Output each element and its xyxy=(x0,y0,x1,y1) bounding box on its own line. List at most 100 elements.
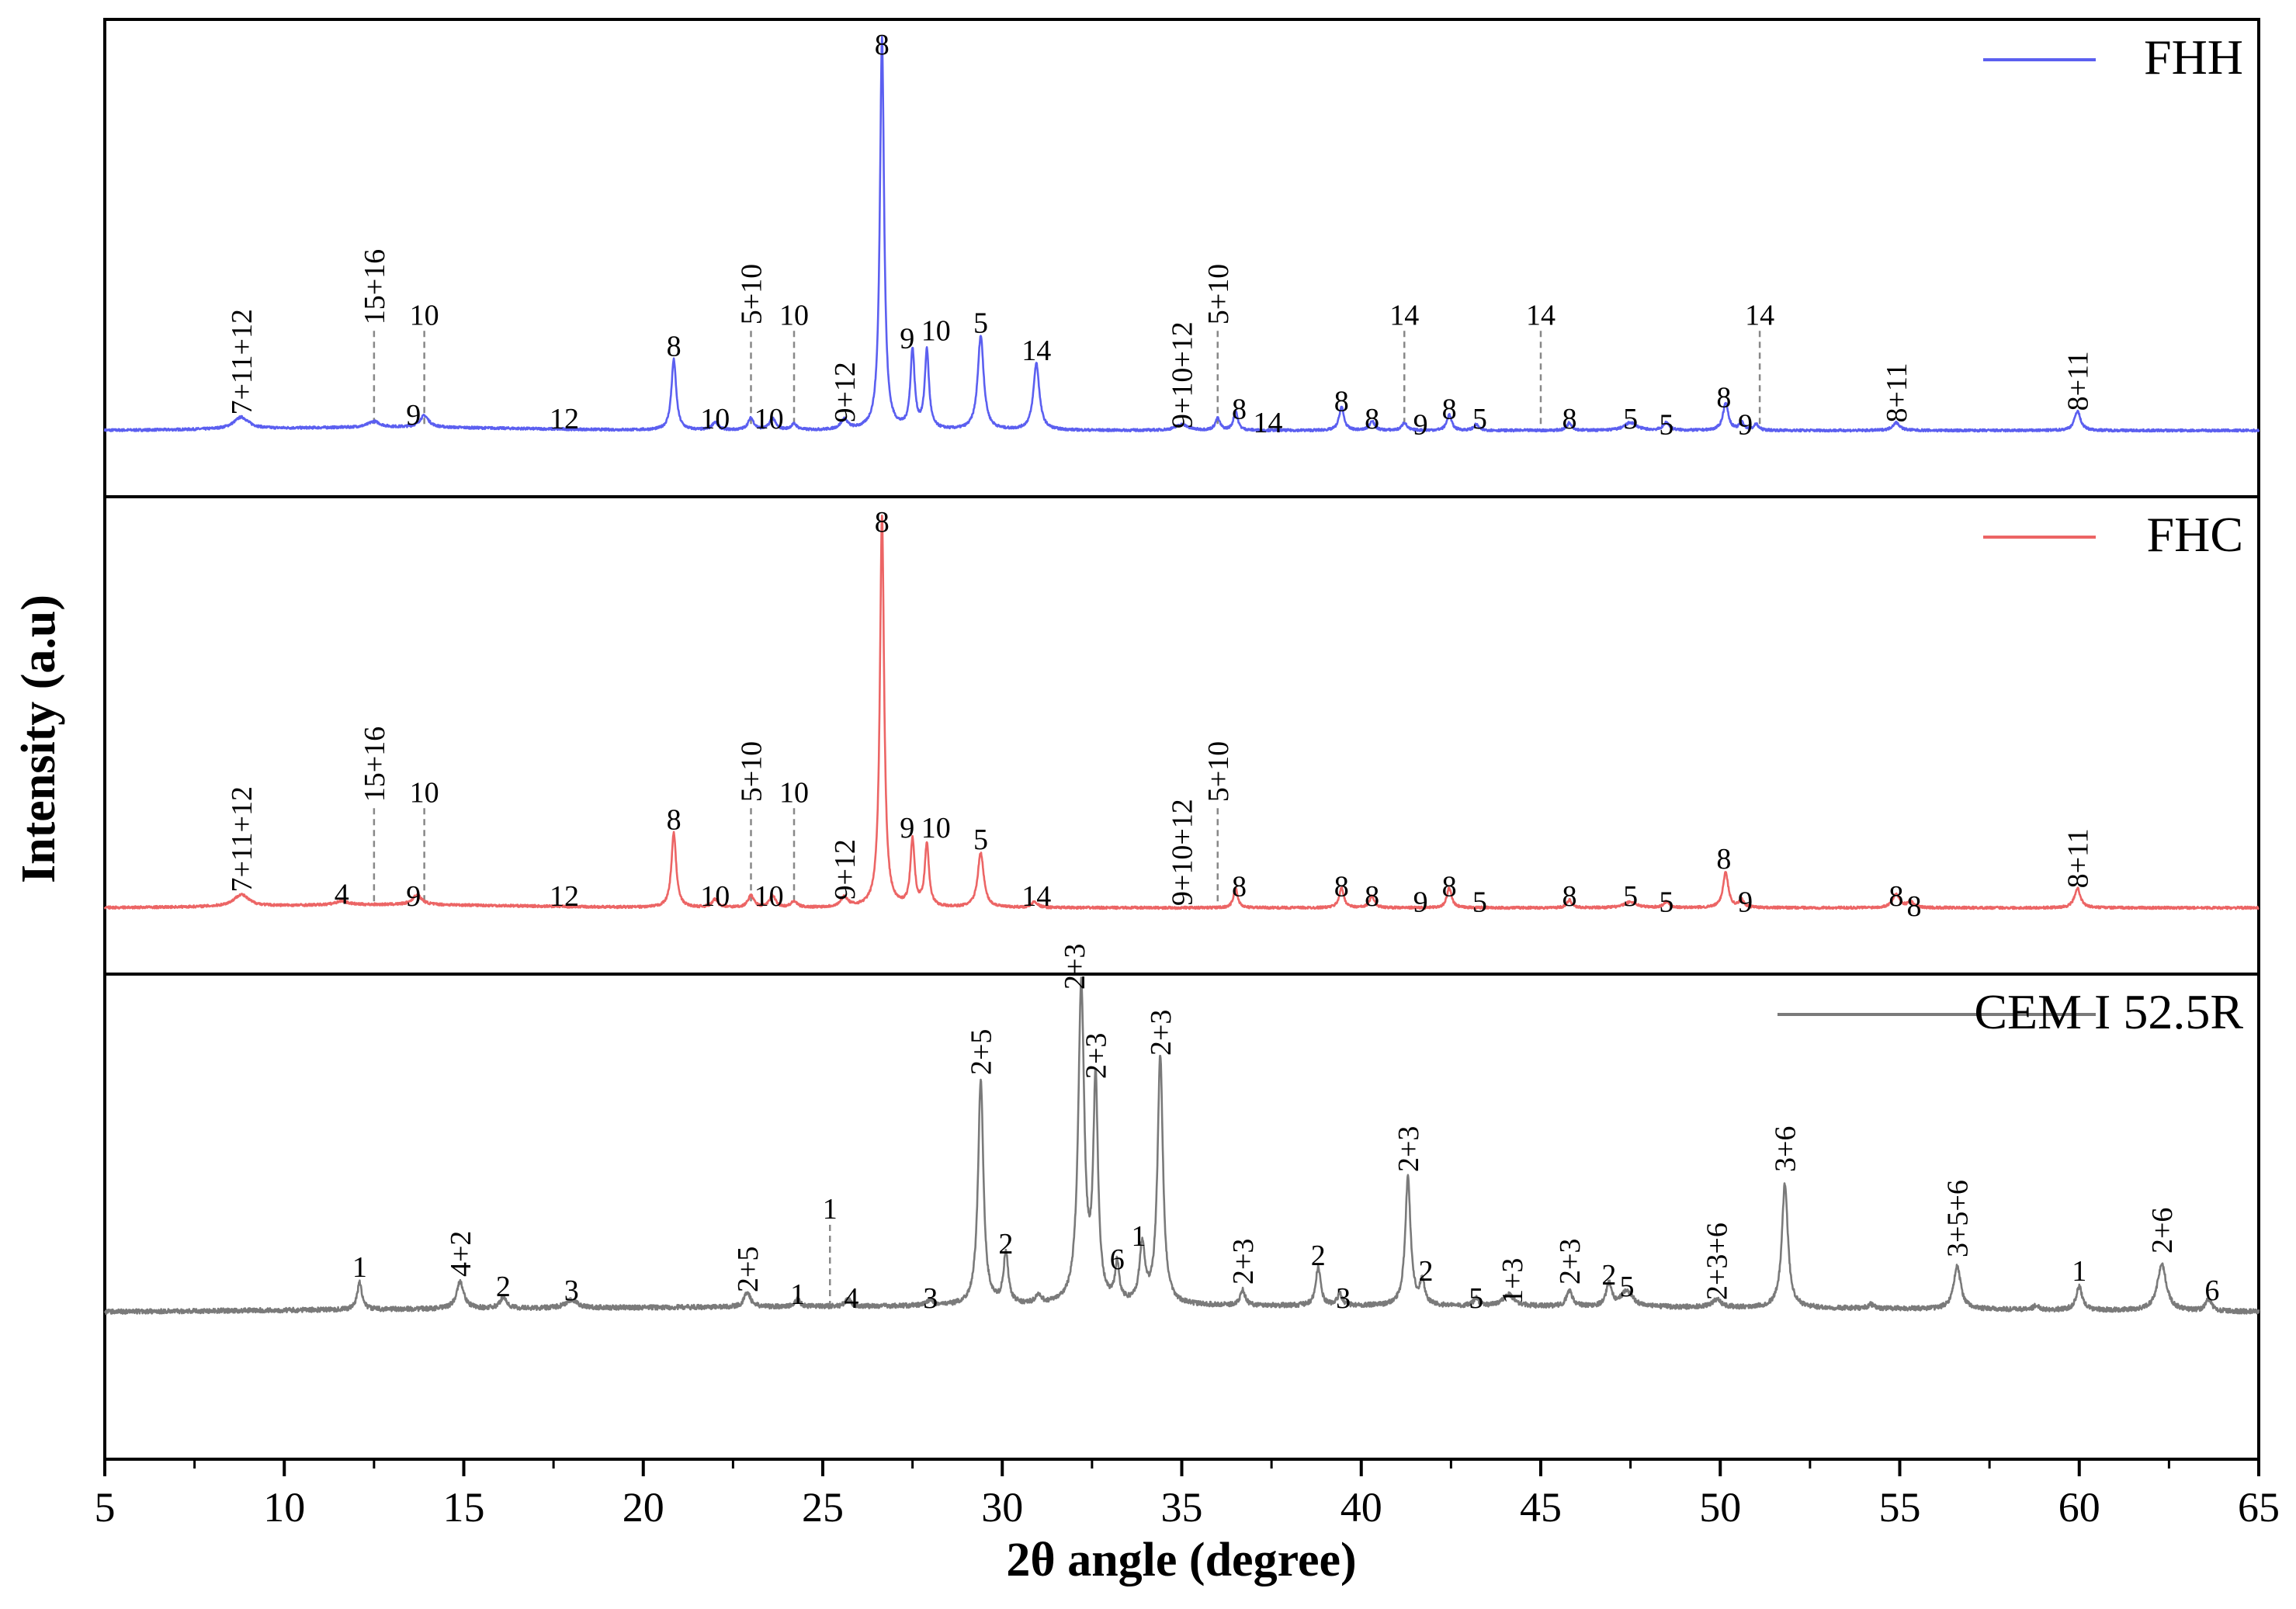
peak-label: 12 xyxy=(550,403,579,435)
peak-label: 12 xyxy=(550,880,579,913)
x-tick-label-65: 65 xyxy=(2238,1484,2280,1531)
peak-label: 5 xyxy=(1469,1282,1483,1315)
peak-label: 10 xyxy=(779,299,809,331)
peak-label: 8 xyxy=(1716,843,1731,876)
peak-label: 14 xyxy=(1021,880,1051,913)
x-tick-label-60: 60 xyxy=(2058,1484,2100,1531)
legend-label-1: FHC xyxy=(2147,507,2244,562)
peak-label: 9 xyxy=(1413,409,1428,442)
peak-label: 8 xyxy=(1232,394,1247,426)
peak-label: 8 xyxy=(1888,880,1903,913)
x-tick-label-25: 25 xyxy=(802,1484,844,1531)
peak-label: 2+3 xyxy=(1145,1010,1177,1056)
peak-label: 1+3 xyxy=(1497,1258,1529,1304)
peak-label: 14 xyxy=(1526,299,1556,331)
peak-label: 14 xyxy=(1389,299,1419,331)
peak-label: 2+5 xyxy=(966,1029,998,1075)
peak-label: 8 xyxy=(875,506,890,539)
x-tick-label-20: 20 xyxy=(623,1484,664,1531)
x-tick-label-50: 50 xyxy=(1699,1484,1741,1531)
peak-label: 2 xyxy=(1311,1240,1326,1272)
peak-label: 8 xyxy=(875,29,890,61)
peak-label: 9 xyxy=(406,399,421,432)
peak-label: 5 xyxy=(1472,886,1487,919)
peak-label: 5 xyxy=(1659,886,1673,919)
peak-label: 5 xyxy=(973,824,988,856)
peak-label: 8 xyxy=(667,804,682,837)
peak-label: 14 xyxy=(1021,335,1051,367)
peak-label: 15+16 xyxy=(359,249,391,324)
peak-label: 8 xyxy=(1442,394,1457,426)
legend-label-2: CEM I 52.5R xyxy=(1974,984,2243,1039)
peak-label: 1 xyxy=(823,1193,838,1226)
plot-frame xyxy=(103,18,2260,1461)
peak-label: 4+2 xyxy=(445,1231,477,1277)
peak-label: 1 xyxy=(2072,1255,2086,1288)
peak-label: 5 xyxy=(1659,409,1673,442)
peak-label: 8 xyxy=(1562,880,1577,913)
peak-label: 14 xyxy=(1254,407,1283,439)
peak-label: 9+10+12 xyxy=(1167,799,1199,906)
peak-label: 8+11 xyxy=(2062,828,2094,888)
peak-label: 8 xyxy=(1365,880,1379,913)
peak-label: 5+10 xyxy=(736,264,768,324)
peak-label: 5 xyxy=(1472,403,1487,435)
peak-label: 8 xyxy=(1562,403,1577,435)
peak-label: 2 xyxy=(1601,1259,1616,1292)
peak-label: 8 xyxy=(1232,871,1247,903)
peak-label: 5 xyxy=(1623,403,1638,435)
peak-label: 3+5+6 xyxy=(1942,1180,1975,1257)
peak-label: 3+6 xyxy=(1770,1126,1802,1172)
peak-label: 1 xyxy=(352,1251,367,1284)
peak-label: 10 xyxy=(754,403,784,435)
peak-label: 2+3+6 xyxy=(1701,1222,1734,1300)
x-axis-title: 2θ angle (degree) xyxy=(1006,1534,1356,1586)
peak-label: 10 xyxy=(700,403,730,435)
peak-label: 3 xyxy=(1336,1282,1351,1315)
peak-label: 10 xyxy=(410,299,439,331)
peak-label: 2+3 xyxy=(1393,1126,1425,1172)
peak-label: 15+16 xyxy=(359,726,391,802)
x-tick-label-15: 15 xyxy=(443,1484,485,1531)
peak-label: 10 xyxy=(921,315,951,348)
peak-label: 3 xyxy=(923,1282,938,1315)
peak-label: 10 xyxy=(700,880,730,913)
peak-label: 10 xyxy=(410,776,439,809)
x-tick-label-10: 10 xyxy=(263,1484,305,1531)
peak-label: 7+11+12 xyxy=(226,309,258,414)
peak-label: 10 xyxy=(754,880,784,913)
peak-label: 10 xyxy=(921,812,951,844)
x-tick-label-5: 5 xyxy=(95,1484,116,1531)
peak-label: 9 xyxy=(1738,409,1753,442)
peak-label: 9 xyxy=(1413,886,1428,919)
series-line-fhc xyxy=(103,515,2260,910)
x-tick-label-40: 40 xyxy=(1340,1484,1382,1531)
series-line-fhh xyxy=(103,36,2260,433)
peak-label: 8 xyxy=(1907,890,1922,923)
x-tick-label-35: 35 xyxy=(1161,1484,1203,1531)
peak-label: 8+11 xyxy=(2062,351,2094,411)
peak-label: 6 xyxy=(1110,1243,1125,1276)
x-tick-label-30: 30 xyxy=(981,1484,1023,1531)
peak-label: 6 xyxy=(2204,1274,2219,1307)
peak-label: 2+3 xyxy=(1059,944,1091,990)
peak-label: 8 xyxy=(1334,871,1349,903)
peak-label: 5+10 xyxy=(1202,741,1235,802)
peak-label: 2 xyxy=(998,1228,1013,1260)
peak-label: 9 xyxy=(900,812,914,844)
peak-label: 4 xyxy=(335,879,349,911)
peak-label: 9 xyxy=(406,880,421,913)
peak-label: 2 xyxy=(496,1271,511,1303)
peak-label: 1 xyxy=(1132,1220,1146,1253)
peak-label: 5+10 xyxy=(736,741,768,802)
peak-label: 8 xyxy=(1365,403,1379,435)
peak-label: 8 xyxy=(1334,385,1349,418)
peak-label: 9+12 xyxy=(829,362,862,422)
peak-label: 1 xyxy=(790,1278,805,1311)
peak-label: 2+5 xyxy=(732,1247,765,1292)
x-tick-label-45: 45 xyxy=(1520,1484,1562,1531)
